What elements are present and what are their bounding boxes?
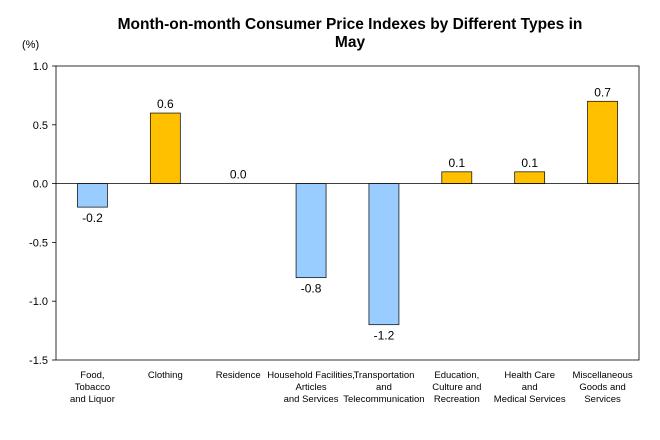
bar-5 xyxy=(441,171,473,184)
category-label: Miscellaneous xyxy=(572,370,632,381)
category-label: and Services xyxy=(284,394,339,405)
category-label: Food, xyxy=(80,370,104,381)
category-label: Residence xyxy=(216,370,261,381)
data-label-2: 0.0 xyxy=(230,168,247,182)
data-label-5: 0.1 xyxy=(448,156,465,170)
y-unit-label: (%) xyxy=(22,39,39,51)
bar-1 xyxy=(149,112,181,184)
data-label-0: -0.2 xyxy=(82,211,103,225)
category-label: Culture and xyxy=(432,382,481,393)
bar-6 xyxy=(514,171,546,184)
data-label-6: 0.1 xyxy=(521,156,538,170)
data-labels: -0.2 0.6 0.0 -0.8 -1.2 0.1 0.1 0.7 xyxy=(82,85,611,342)
y-tick-label: 1.0 xyxy=(33,61,48,73)
bars xyxy=(77,100,618,326)
category-label: and Liquor xyxy=(70,394,115,405)
data-label-7: 0.7 xyxy=(594,85,611,99)
y-tick-label: -1.5 xyxy=(29,355,48,367)
category-label: Telecommunication xyxy=(343,394,424,405)
chart-title-line-2: May xyxy=(335,34,366,51)
bar-0 xyxy=(77,183,108,208)
category-label: Transportation xyxy=(353,370,414,381)
data-label-3: -0.8 xyxy=(301,282,322,296)
category-label: Articles xyxy=(295,382,326,393)
category-label: and xyxy=(522,382,538,393)
plot-frame xyxy=(55,65,640,361)
y-axis: 1.0 0.5 0.0 -0.5 -1.0 -1.5 xyxy=(29,61,56,367)
bar-4 xyxy=(368,183,400,326)
y-tick-label: 0.0 xyxy=(33,179,48,191)
y-tick-label: -1.0 xyxy=(29,296,48,308)
category-label: Recreation xyxy=(434,394,480,405)
category-label: and xyxy=(376,382,392,393)
category-label: Medical Services xyxy=(494,394,566,405)
category-label: Services xyxy=(584,394,621,405)
category-label: Household Facilities, xyxy=(267,370,355,381)
category-label: Tobacco xyxy=(75,382,110,393)
category-label: Education, xyxy=(434,370,479,381)
category-label: Clothing xyxy=(148,370,183,381)
bar-3 xyxy=(295,183,327,279)
y-tick-label: -0.5 xyxy=(29,237,48,249)
category-label: Goods and xyxy=(579,382,625,393)
data-label-1: 0.6 xyxy=(157,97,174,111)
chart-title-line-1: Month-on-month Consumer Price Indexes by… xyxy=(118,16,583,33)
bar-7 xyxy=(587,100,618,184)
y-tick-label: 0.5 xyxy=(33,120,48,132)
category-label: Health Care xyxy=(504,370,555,381)
data-label-4: -1.2 xyxy=(374,329,395,343)
